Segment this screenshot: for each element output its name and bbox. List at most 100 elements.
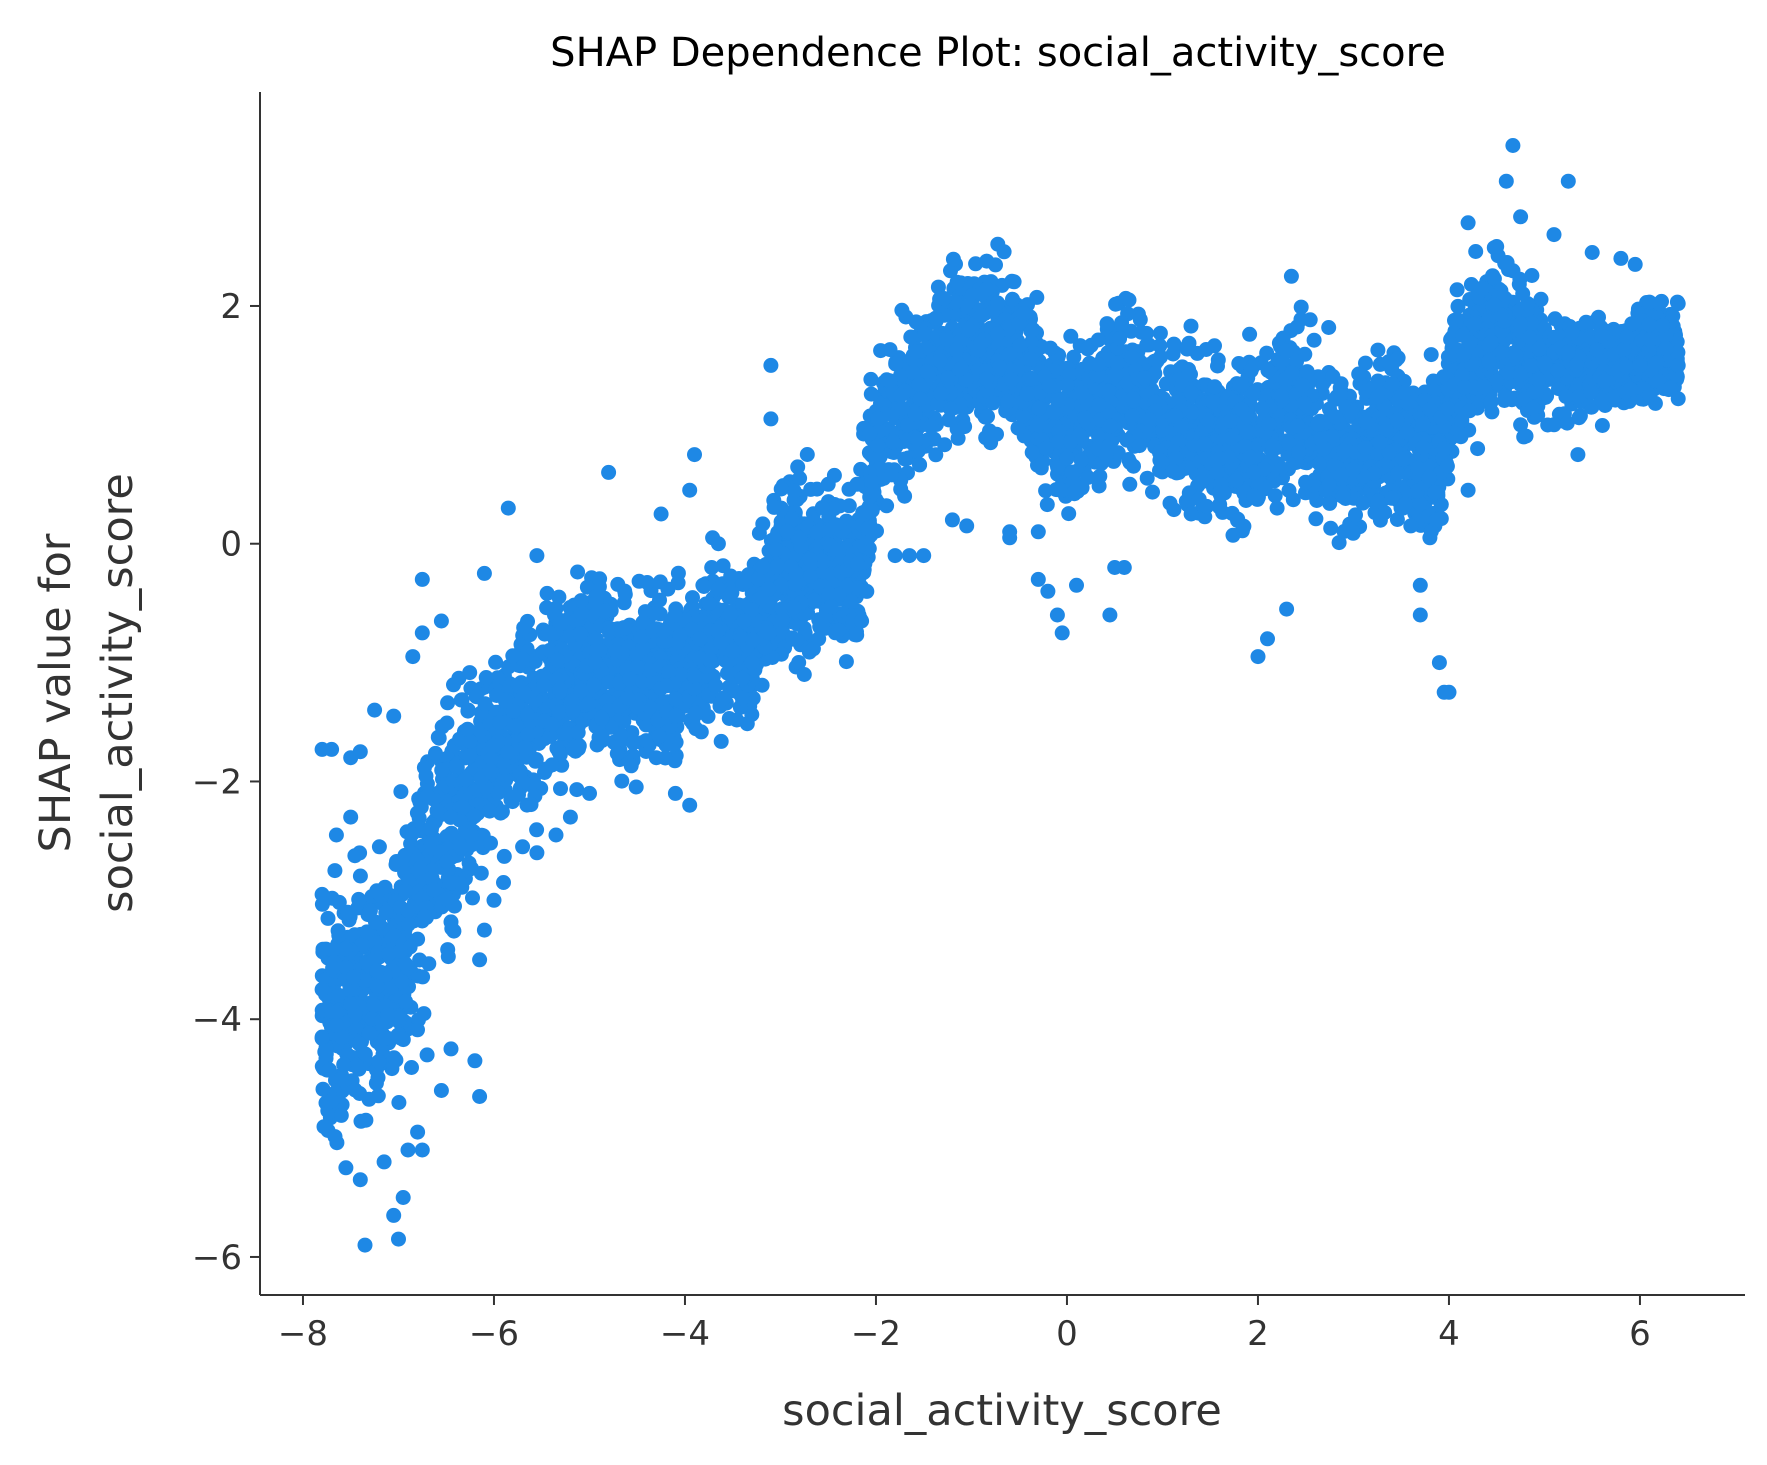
scatter-point <box>478 670 494 685</box>
scatter-point <box>1228 473 1244 489</box>
scatter-point <box>515 774 531 790</box>
scatter-point <box>1222 413 1238 429</box>
scatter-point <box>932 352 948 368</box>
scatter-point <box>1560 344 1576 360</box>
scatter-point <box>391 1095 407 1110</box>
scatter-point <box>1335 489 1351 505</box>
scatter-point <box>412 952 428 968</box>
scatter-point <box>455 799 471 815</box>
scatter-point <box>490 670 506 686</box>
scatter-point <box>1370 373 1386 389</box>
scatter-point <box>462 733 478 749</box>
scatter-point <box>930 279 946 295</box>
scatter-point <box>713 635 729 650</box>
scatter-point <box>821 586 837 602</box>
scatter-point <box>409 805 425 821</box>
scatter-point <box>1063 328 1079 344</box>
scatter-point <box>333 1107 349 1123</box>
scatter-point <box>809 525 825 540</box>
scatter-point <box>1010 420 1026 436</box>
scatter-point <box>814 553 830 569</box>
scatter-point <box>377 1031 393 1047</box>
scatter-point <box>348 1020 364 1036</box>
scatter-point <box>900 417 916 433</box>
scatter-point <box>551 704 567 720</box>
scatter-point <box>696 579 712 594</box>
scatter-point <box>996 244 1012 260</box>
scatter-point <box>1132 312 1148 328</box>
scatter-point <box>1508 347 1524 363</box>
scatter-point <box>1002 346 1018 362</box>
scatter-point <box>633 629 649 645</box>
scatter-point <box>1594 418 1610 433</box>
scatter-point <box>570 725 586 740</box>
scatter-point <box>701 596 717 611</box>
scatter-point <box>1183 318 1199 334</box>
scatter-point <box>1523 358 1539 374</box>
scatter-point <box>739 574 755 590</box>
scatter-point <box>380 1007 396 1023</box>
scatter-point <box>668 708 684 724</box>
scatter-point <box>715 558 731 574</box>
scatter-point <box>933 386 949 402</box>
scatter-point <box>686 680 702 696</box>
scatter-point <box>1210 352 1226 368</box>
scatter-point <box>1624 316 1640 332</box>
scatter-point <box>1260 416 1276 432</box>
scatter-point <box>1591 309 1606 325</box>
scatter-point <box>1443 332 1459 347</box>
scatter-point <box>592 571 608 587</box>
scatter-point <box>950 430 966 446</box>
scatter-point <box>1537 355 1553 371</box>
scatter-point <box>1066 349 1082 365</box>
scatter-point <box>1293 299 1309 315</box>
scatter-point <box>1649 355 1665 371</box>
scatter-point <box>937 437 953 453</box>
scatter-point <box>863 371 879 387</box>
scatter-point <box>505 648 521 664</box>
scatter-point <box>351 1061 367 1077</box>
scatter-point <box>1297 395 1312 411</box>
scatter-point <box>1211 499 1227 515</box>
scatter-point <box>688 721 704 737</box>
scatter-point <box>523 797 539 813</box>
scatter-point <box>370 1088 386 1104</box>
scatter-point <box>1348 507 1363 523</box>
scatter-point <box>1497 389 1513 404</box>
scatter-point <box>1166 502 1182 518</box>
scatter-point <box>670 565 686 581</box>
scatter-point <box>1122 476 1138 492</box>
scatter-point <box>692 631 708 647</box>
scatter-point <box>381 946 397 962</box>
scatter-point <box>1358 414 1374 430</box>
scatter-point <box>1321 477 1337 493</box>
scatter-point <box>419 788 435 804</box>
scatter-point <box>1515 286 1531 302</box>
scatter-point <box>1167 408 1183 424</box>
scatter-point <box>1450 298 1466 314</box>
scatter-point <box>1139 337 1155 353</box>
scatter-point <box>439 891 455 907</box>
scatter-point <box>1530 372 1546 388</box>
scatter-point <box>1050 459 1066 475</box>
scatter-point <box>1245 385 1261 401</box>
scatter-point <box>1454 367 1470 383</box>
scatter-point <box>1246 464 1262 480</box>
scatter-point <box>1064 464 1080 480</box>
scatter-point <box>343 996 359 1012</box>
scatter-point <box>579 579 595 595</box>
scatter-point <box>774 612 790 628</box>
scatter-point <box>672 628 688 644</box>
scatter-point <box>1090 356 1106 372</box>
scatter-point <box>552 616 568 632</box>
scatter-point <box>1166 336 1182 352</box>
scatter-point <box>744 602 759 618</box>
scatter-point <box>1558 389 1574 404</box>
scatter-points <box>314 138 1686 1253</box>
scatter-point <box>1428 512 1444 528</box>
scatter-point <box>1114 315 1130 331</box>
scatter-point <box>334 1029 350 1045</box>
scatter-point <box>1267 488 1283 504</box>
scatter-point <box>1422 402 1438 417</box>
scatter-point <box>928 447 944 463</box>
